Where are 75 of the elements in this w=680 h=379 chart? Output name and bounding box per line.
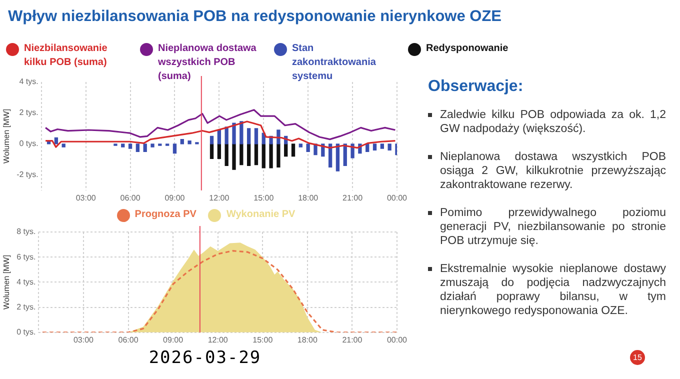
legend-label: Niezbilansowanie kilku POB (suma) xyxy=(24,42,108,70)
bar xyxy=(136,144,140,152)
y-tick-label: 2 tys. xyxy=(16,302,36,312)
y-tick-label: 0 tys. xyxy=(19,139,38,148)
text: Zaledwie kilku POB odpowiada za ok. 1,2 GW nadpodaży (większość). xyxy=(440,108,666,136)
y-tick-label: 6 tys. xyxy=(16,252,36,262)
bar xyxy=(232,144,236,170)
bar xyxy=(254,128,258,144)
y-tick-label: 0 tys. xyxy=(16,328,36,337)
page-number-badge: 15 xyxy=(630,350,645,365)
bar xyxy=(210,144,214,159)
bar xyxy=(210,136,214,144)
x-tick-label: 03:00 xyxy=(73,335,94,344)
bar xyxy=(298,144,303,148)
bar xyxy=(380,144,384,149)
bar xyxy=(246,144,251,166)
bar xyxy=(262,144,266,168)
bar xyxy=(336,144,340,172)
bar xyxy=(180,138,184,144)
bar xyxy=(188,140,192,144)
x-tick-label: 03:00 xyxy=(76,193,96,202)
x-tick-label: 15:00 xyxy=(254,193,274,202)
bar xyxy=(254,144,258,166)
x-tick-label: 06:00 xyxy=(118,335,139,344)
bar xyxy=(217,144,222,159)
x-tick-label: 06:00 xyxy=(120,193,141,202)
x-axis-title: 2026-03-29 xyxy=(148,348,262,368)
bar xyxy=(172,144,177,154)
legend-label: Wykonanie PV xyxy=(226,208,296,222)
x-tick-label: 00:00 xyxy=(386,335,408,344)
bar xyxy=(62,144,66,148)
x-tick-label: 18:00 xyxy=(297,335,318,344)
y-tick-label: 2 tys. xyxy=(19,108,38,118)
bar xyxy=(224,144,228,166)
x-tick-label: 12:00 xyxy=(208,335,228,344)
chart-title: Wpływ niezbilansowania POB na redysponowanie nierynkowe OZE xyxy=(8,8,503,26)
bar xyxy=(143,144,147,152)
y-axis-title: Wolumen [MW] xyxy=(2,254,12,310)
bar xyxy=(46,141,51,144)
bar xyxy=(217,130,222,144)
y-tick-label: 8 tys. xyxy=(16,227,36,236)
x-tick-label: 09:00 xyxy=(163,335,184,344)
y-tick-label: 4 tys. xyxy=(16,277,36,286)
legend-label: Prognoza PV xyxy=(134,208,196,222)
bar xyxy=(276,144,280,168)
bar xyxy=(388,144,392,150)
bar xyxy=(232,122,236,144)
x-tick-label: 21:00 xyxy=(342,193,364,202)
bar xyxy=(128,144,132,149)
x-tick-label: 00:00 xyxy=(386,193,408,202)
legend-label: Nieplanowa dostawa wszystkich POB (suma) xyxy=(158,42,258,84)
text: Obserwacje: xyxy=(428,78,524,96)
x-tick-label: 18:00 xyxy=(298,193,319,202)
bar xyxy=(121,144,125,148)
bar xyxy=(240,121,244,144)
bar xyxy=(372,144,377,150)
text: Ekstremalnie wysokie nieplanowe dostawy zmuszają do podjęcia nadzwyczajnych działań poprawy bilansu, w tym nierynkowego redysponowania OZE. xyxy=(440,262,666,318)
bar xyxy=(54,137,58,144)
y-axis-title: Wolumen [MW] xyxy=(2,108,12,164)
bar xyxy=(240,144,244,166)
bar xyxy=(291,144,296,157)
y-tick-label: 4 tys. xyxy=(19,77,38,86)
y-tick-label: -2 tys. xyxy=(16,170,38,180)
text: Pomimo przewidywalnego poziomu generacji PV, niezbilansowanie po stronie POB utrzymuje się. xyxy=(440,206,666,248)
bar xyxy=(306,144,310,152)
legend-label: Stan zakontraktowania systemu xyxy=(292,42,377,84)
bar xyxy=(246,128,251,144)
x-tick-label: 12:00 xyxy=(209,193,230,202)
bar xyxy=(150,144,154,148)
x-tick-label: 15:00 xyxy=(252,335,274,344)
x-tick-label: 09:00 xyxy=(164,193,186,202)
legend-label: Redysponowanie xyxy=(426,42,508,56)
bar xyxy=(269,144,273,168)
text: Nieplanowa dostawa wszystkich POB osiąga 2 GW, kilkukrotnie przewyższając zakontraktowane rezerwy. xyxy=(440,150,666,192)
x-tick-label: 21:00 xyxy=(342,335,363,344)
